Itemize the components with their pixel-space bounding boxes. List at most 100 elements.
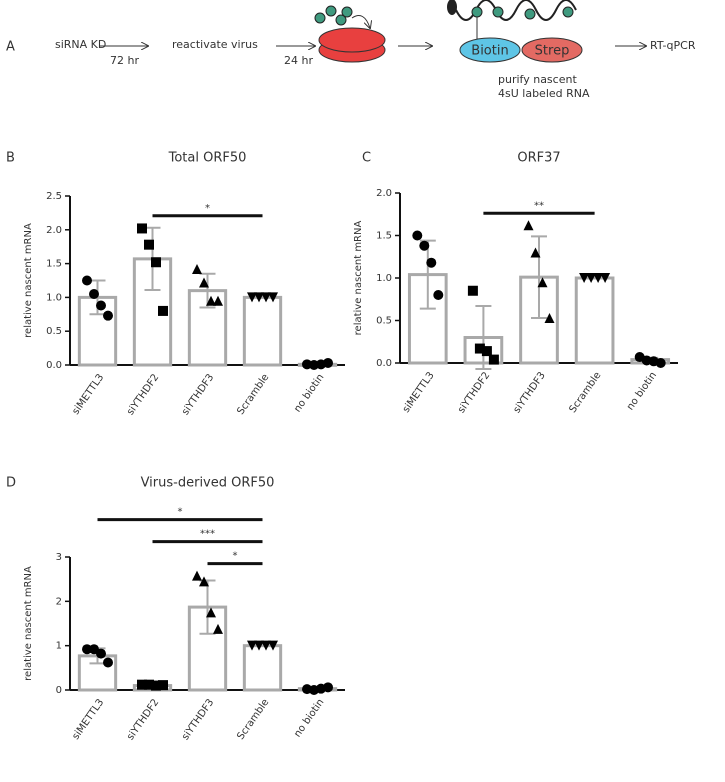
note: 4sU labeled RNA [498, 87, 590, 100]
data-point [151, 257, 161, 268]
note: purify nascent [498, 73, 577, 86]
biotin-shape [459, 37, 521, 63]
data-point [488, 354, 499, 365]
step-label: reactivate virus [172, 38, 258, 51]
panel-label: B [6, 151, 15, 166]
data-point [206, 607, 216, 618]
data-point [103, 657, 113, 668]
data-point [254, 640, 264, 651]
y-tick-label: 0.5 [376, 316, 392, 327]
data-point [82, 644, 92, 655]
y-tick-label: 1 [56, 641, 62, 652]
x-tick-label: siYTHDF2 [125, 697, 161, 742]
x-tick-label: siMETTL3 [401, 370, 437, 415]
bar [242, 644, 283, 692]
significance-label: * [205, 203, 210, 214]
data-point [199, 277, 209, 288]
x-tick-label: siMETTL3 [70, 372, 106, 417]
x-tick-label: no biotin [292, 372, 326, 414]
x-tick-label: Scramble [235, 372, 271, 417]
panel-label: D [6, 476, 16, 491]
x-tick-label: no biotin [292, 697, 326, 739]
data-point [412, 230, 423, 241]
rna [447, 0, 577, 40]
bar [242, 295, 283, 367]
y-axis-label: relative nascent mRNA [23, 566, 34, 681]
data-point [137, 679, 147, 690]
strep-shape [521, 37, 583, 63]
data-point [419, 240, 430, 251]
error-bar [475, 305, 492, 370]
x-tick-label: Scramble [567, 370, 603, 415]
data-point [523, 220, 534, 231]
error-bar [531, 235, 547, 319]
data-point [593, 273, 604, 283]
step-label: RT-qPCR [650, 39, 696, 52]
data-point [268, 640, 278, 651]
time-label: 24 hr [284, 54, 313, 67]
y-tick-label: 2.0 [46, 225, 62, 236]
data-point [144, 679, 154, 690]
error-bar [419, 239, 436, 310]
data-point [96, 300, 106, 311]
data-point [323, 682, 333, 693]
y-tick-label: 2 [56, 596, 62, 607]
significance-label: *** [200, 529, 215, 540]
x-tick-label: siYTHDF3 [512, 370, 548, 415]
data-point [192, 264, 202, 275]
data-point [254, 292, 264, 303]
data-point [474, 343, 485, 354]
node-label: Biotin [471, 44, 508, 59]
y-tick-label: 2.0 [376, 188, 392, 199]
data-point [144, 239, 154, 250]
data-point [261, 640, 271, 651]
data-point [213, 295, 223, 306]
y-axis-label: relative nascent mRNA [353, 221, 364, 336]
data-point [199, 576, 209, 587]
x-tick-label: siMETTL3 [70, 697, 106, 742]
data-point [579, 273, 590, 283]
y-tick-label: 0.5 [46, 326, 62, 337]
y-tick-label: 2.5 [46, 191, 62, 202]
data-point [544, 312, 555, 323]
x-tick-label: Scramble [235, 697, 271, 742]
y-tick-label: 1.0 [46, 292, 62, 303]
y-tick-label: 1.0 [376, 273, 392, 284]
data-point [158, 305, 168, 316]
data-point [192, 570, 202, 581]
x-tick-label: siYTHDF3 [180, 697, 216, 742]
x-tick-label: siYTHDF2 [125, 372, 161, 417]
data-point [151, 680, 161, 691]
error-bar [199, 272, 216, 309]
data-point [600, 273, 611, 283]
chart-title: ORF37 [517, 151, 560, 166]
data-point [530, 247, 541, 258]
time-label: 72 hr [110, 54, 139, 67]
data-point [82, 275, 92, 286]
step-label: siRNA KD [55, 38, 106, 51]
x-tick-label: siYTHDF3 [180, 372, 216, 417]
data-point [213, 623, 223, 634]
data-point [247, 292, 257, 303]
chart-title: Total ORF50 [168, 151, 247, 166]
x-tick-label: siYTHDF2 [456, 370, 492, 415]
y-tick-label: 1.5 [46, 259, 62, 270]
data-point [655, 358, 666, 368]
significance-label: ** [534, 200, 544, 211]
significance-label: * [178, 507, 183, 518]
data-point [247, 640, 257, 651]
dish [314, 5, 386, 63]
y-tick-label: 3 [56, 552, 62, 563]
y-tick-label: 0.0 [376, 358, 392, 369]
data-point [323, 357, 333, 368]
node-label: Strep [535, 44, 570, 59]
x-tick-label: no biotin [625, 370, 659, 412]
diagram: A siRNA KD 72 hr reactivate virus 24 hr … [6, 0, 696, 100]
panel-label: A [6, 40, 15, 55]
bar [574, 276, 615, 365]
data-point [103, 310, 113, 321]
data-point [158, 680, 168, 691]
data-point [137, 223, 147, 234]
data-point [89, 289, 99, 300]
